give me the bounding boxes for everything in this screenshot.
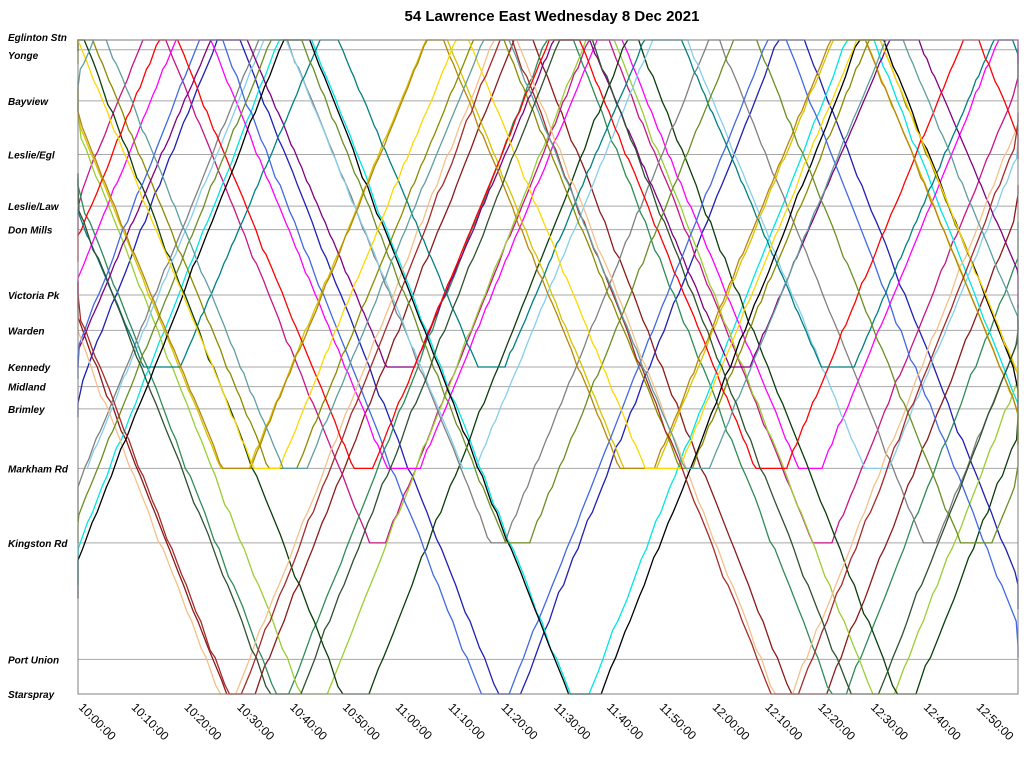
stop-label: Kennedy (8, 363, 51, 374)
stop-label: Leslie/Law (8, 202, 60, 213)
x-tick-label: 11:40:00 (604, 700, 647, 743)
vehicle-trip-line (77, 39, 1019, 695)
x-tick-label: 11:50:00 (657, 700, 700, 743)
vehicle-trip-line (77, 39, 1019, 470)
x-tick-label: 12:50:00 (974, 700, 1017, 743)
x-tick-labels: 10:00:00 10:10:00 10:20:00 10:30:00 10:40:00… (76, 700, 1017, 743)
x-tick-label: 11:20:00 (498, 700, 541, 743)
vehicle-trip-line (77, 39, 1019, 368)
x-tick-label: 10:00:00 (76, 700, 119, 743)
vehicle-trip-line (77, 39, 1019, 695)
vehicle-trip-line (77, 39, 1019, 470)
vehicle-trip-line (77, 39, 1019, 470)
x-tick-label: 11:10:00 (446, 700, 489, 743)
stop-label: Kingston Rd (8, 539, 68, 550)
stop-label: Port Union (8, 655, 59, 666)
vehicle-trip-line (77, 39, 1019, 470)
stop-label: Yonge (8, 51, 39, 62)
stop-label: Warden (8, 326, 45, 337)
stop-label: Don Mills (8, 226, 53, 237)
stop-label: Markham Rd (8, 464, 69, 475)
stop-label: Leslie/Egl (8, 150, 55, 161)
stop-label: Brimley (8, 405, 45, 416)
x-tick-label: 11:00:00 (393, 700, 436, 743)
vehicle-trip-line (77, 39, 1019, 544)
x-tick-label: 10:20:00 (181, 700, 224, 743)
vehicle-trip-line (77, 39, 1019, 695)
x-tick-label: 12:20:00 (815, 700, 858, 743)
stop-label: Starspray (8, 690, 55, 701)
vehicle-trip-line (77, 39, 1019, 695)
x-tick-label: 11:30:00 (551, 700, 594, 743)
vehicle-trip-line (77, 39, 1019, 695)
vehicle-trip-line (77, 39, 1019, 470)
x-tick-label: 10:40:00 (287, 700, 330, 743)
x-tick-label: 10:50:00 (340, 700, 383, 743)
x-tick-label: 12:00:00 (710, 700, 753, 743)
x-tick-label: 12:40:00 (921, 700, 964, 743)
vehicle-trip-line (77, 39, 1019, 470)
x-tick-label: 10:30:00 (234, 700, 277, 743)
stop-label: Eglinton Stn (8, 33, 67, 44)
x-tick-label: 12:30:00 (868, 700, 911, 743)
vehicle-trip-line (77, 39, 1019, 368)
vehicle-trip-line (77, 39, 1019, 695)
vehicle-trip-line (77, 39, 1019, 695)
vehicle-trip-line (77, 39, 1019, 544)
trip-lines (77, 39, 1019, 695)
x-tick-label: 12:10:00 (762, 700, 805, 743)
stop-labels: Eglinton Stn Yonge Bayview Leslie/Egl Leslie… (8, 33, 69, 701)
x-tick-label: 10:10:00 (129, 700, 172, 743)
vehicle-trip-line (77, 39, 1019, 470)
stop-label: Bayview (8, 97, 49, 108)
vehicle-trip-line (77, 39, 1019, 544)
chart-title: 54 Lawrence East Wednesday 8 Dec 2021 (405, 8, 700, 25)
stop-label: Midland (8, 383, 47, 394)
stop-label: Victoria Pk (8, 291, 60, 302)
vehicle-trip-line (77, 39, 1019, 695)
plot-frame (77, 39, 1019, 695)
